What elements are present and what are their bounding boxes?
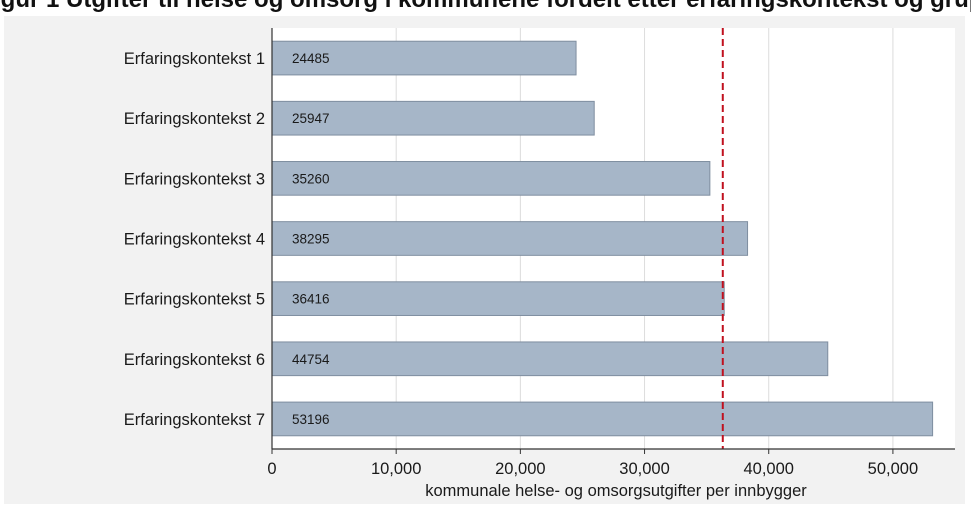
bar-value-label: 44754 — [292, 352, 330, 367]
bar-value-label: 25947 — [292, 111, 330, 126]
x-tick-label: 50,000 — [868, 460, 918, 478]
bars: 24485 25947 35260 38295 36416 44754 53196 — [271, 40, 934, 437]
bar — [271, 161, 711, 196]
category-label: Erfaringskontekst 5 — [124, 291, 265, 309]
bar — [271, 401, 934, 437]
bar-value-label: 36416 — [292, 292, 330, 307]
chart-title-text: igur 1 Utgifter til helse og omsorg i ko… — [0, 0, 971, 14]
bar — [271, 40, 577, 76]
bar-value-label: 35260 — [292, 171, 330, 186]
category-label: Erfaringskontekst 3 — [124, 170, 265, 188]
x-tick-label: 20,000 — [495, 460, 545, 478]
x-tick-label: 40,000 — [743, 460, 793, 478]
bar-value-label: 24485 — [292, 51, 330, 66]
category-label: Erfaringskontekst 2 — [124, 110, 265, 128]
bar — [271, 341, 829, 377]
bar-value-label: 53196 — [292, 412, 330, 427]
chart-title-cut-off: igur 1 Utgifter til helse og omsorg i ko… — [0, 0, 971, 14]
x-ticks: 0 10,000 20,000 30,000 40,000 50,000 — [267, 449, 918, 478]
x-tick-label: 0 — [267, 460, 276, 478]
category-labels: Erfaringskontekst 1 Erfaringskontekst 2 Er… — [124, 50, 265, 429]
category-label: Erfaringskontekst 7 — [124, 411, 265, 429]
category-label: Erfaringskontekst 1 — [124, 50, 265, 68]
category-label: Erfaringskontekst 4 — [124, 231, 265, 249]
category-label: Erfaringskontekst 6 — [124, 351, 265, 369]
bar — [271, 221, 749, 256]
x-tick-label: 30,000 — [619, 460, 669, 478]
x-axis-title: kommunale helse- og omsorgsutgifter per … — [425, 482, 807, 500]
bar-value-label: 38295 — [292, 232, 330, 247]
x-tick-label: 10,000 — [371, 460, 421, 478]
bar — [271, 281, 725, 316]
